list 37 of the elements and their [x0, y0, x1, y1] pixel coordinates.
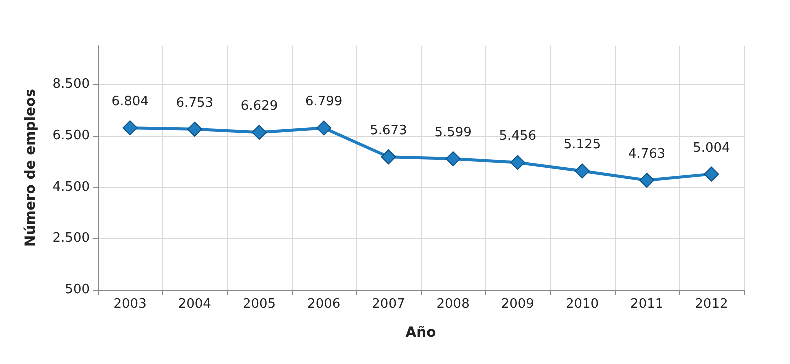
data-label: 6.629: [240, 99, 278, 114]
x-tick-label: 2004: [178, 297, 212, 312]
point: [316, 120, 332, 136]
point: [446, 152, 461, 167]
x-tick-label: 2003: [114, 297, 147, 312]
x-tick-label: 2005: [242, 297, 276, 312]
data-label: 5.125: [564, 138, 602, 153]
point: [640, 173, 655, 188]
x-tick-label: 2009: [501, 297, 534, 312]
x-tick-label: 2011: [630, 297, 664, 312]
x-tick-label: 2012: [695, 297, 728, 312]
data-label: 6.753: [176, 96, 214, 111]
x-tick-label: 2010: [566, 297, 600, 312]
y-tick-label: 4.500: [52, 180, 90, 195]
data-label: 5.673: [370, 124, 408, 139]
y-tick-label: 6.500: [52, 128, 90, 144]
point: [252, 125, 267, 140]
data-label: 5.004: [693, 140, 730, 156]
x-tick-label: 2008: [436, 297, 470, 312]
y-axis-title: Número de empleos: [23, 89, 39, 247]
data-label: 6.804: [112, 94, 149, 110]
point: [575, 164, 590, 179]
data-label: 5.456: [499, 129, 537, 144]
point: [510, 155, 526, 170]
y-tick-label: 500: [65, 282, 90, 298]
point: [704, 166, 720, 182]
y-tick-label: 8.500: [52, 77, 90, 92]
data-label: 5.599: [434, 126, 472, 141]
x-tick-label: 2007: [372, 297, 406, 312]
x-axis-title: Año: [406, 325, 437, 341]
y-tick-label: 2.500: [52, 231, 90, 246]
data-label: 4.763: [628, 147, 666, 162]
point: [187, 122, 202, 137]
point: [381, 150, 396, 165]
point: [122, 120, 138, 136]
x-tick-label: 2006: [308, 297, 341, 312]
data-label: 6.799: [305, 94, 343, 110]
